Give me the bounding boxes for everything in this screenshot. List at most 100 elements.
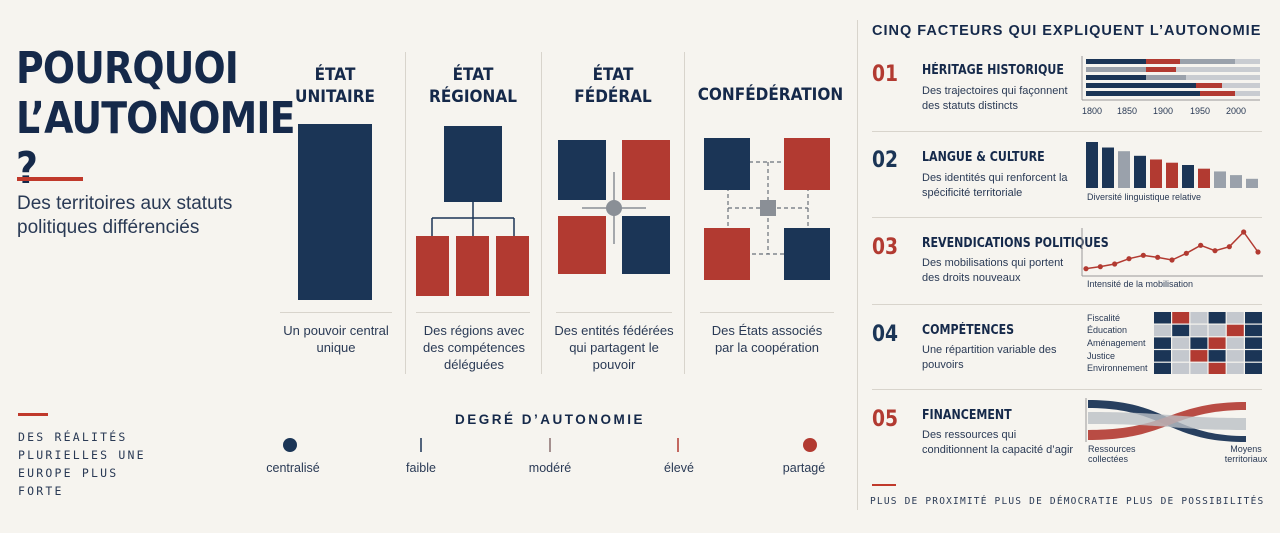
competence-cell [1190, 312, 1208, 324]
factor-desc-02: Des identités qui renforcent la spécific… [922, 172, 1068, 199]
competence-cell [1172, 337, 1190, 349]
competence-cell [1172, 350, 1190, 362]
competence-cell [1190, 337, 1208, 349]
degree-level-faible: faible [406, 461, 436, 475]
competence-row-label: Aménagement [1087, 338, 1146, 348]
degree-level-partage: partagé [782, 461, 826, 475]
factor-title-03: REVENDICATIONS POLITIQUES [922, 236, 1109, 251]
state-desc-unitary: Un pouvoir central unique [283, 323, 389, 355]
factor-desc-05: Des ressources qui conditionnent la capa… [922, 429, 1074, 456]
diversity-caption: Diversité linguistique relative [1087, 192, 1202, 202]
mobilisation-point [1126, 256, 1132, 262]
diversity-bar [1086, 142, 1098, 188]
factor-number-01: 01 [872, 62, 899, 87]
factor-number-03: 03 [872, 235, 899, 260]
diversity-bar [1118, 151, 1130, 188]
mobilisation-point [1097, 264, 1103, 270]
financing-flow-chart [1085, 398, 1246, 442]
timeline-tick: 1900 [1153, 106, 1174, 116]
competence-grid [1154, 312, 1262, 374]
factor-desc-04: Une répartition variable des pouvoirs [922, 344, 1057, 371]
desc-separator [416, 312, 530, 313]
degree-scale [283, 438, 817, 452]
factor-number-04: 04 [872, 322, 899, 347]
factor-separator [872, 304, 1262, 305]
degree-title: DEGRÉ D’AUTONOMIE [454, 412, 645, 427]
factor-title-04: COMPÉTENCES [922, 323, 1015, 338]
state-title-confederation: CONFÉDÉRATION [697, 85, 844, 105]
desc-separator [556, 312, 672, 313]
factor-desc-03: Des mobilisations qui portent des droits… [922, 257, 1064, 284]
column-separator [405, 52, 406, 374]
slogan: DES RÉALITÉS PLURIELLES UNE EUROPE PLUS … [18, 430, 146, 498]
bottom-accent-bar [872, 484, 896, 486]
diversity-bar [1198, 168, 1210, 188]
mobilisation-point [1183, 250, 1189, 256]
factors-title: CINQ FACTEURS QUI EXPLIQUENT L’AUTONOMIE [872, 23, 1262, 39]
competence-cell [1154, 337, 1171, 349]
federal-diagram [558, 140, 670, 274]
competence-cell [1154, 324, 1171, 337]
diversity-bar [1150, 159, 1162, 188]
factor-separator [872, 131, 1262, 132]
page-title: POURQUOI L’AUTONOMIE ? [16, 43, 295, 194]
degree-level-centralise: centralisé [266, 461, 320, 475]
mobilisation-point [1155, 254, 1161, 260]
competence-cell [1245, 312, 1262, 324]
history-timeline-chart [1081, 56, 1260, 101]
competence-cell [1245, 350, 1262, 362]
state-diagrams [298, 124, 830, 300]
factor-title-01: HÉRITAGE HISTORIQUE [922, 63, 1064, 78]
factor-number-02: 02 [872, 148, 899, 173]
factor-title-02: LANGUE & CULTURE [922, 150, 1045, 165]
desc-separator [280, 312, 392, 313]
mobilisation-point [1198, 242, 1204, 248]
competence-cell [1208, 337, 1226, 349]
state-desc-regional: Des régions avec des compétences délégué… [423, 323, 525, 372]
factor-separator [872, 389, 1262, 390]
mobilisation-point [1140, 252, 1146, 258]
timeline-tick: 1950 [1190, 106, 1211, 116]
slogan-accent-bar [18, 413, 48, 416]
mobilisation-point [1226, 244, 1232, 250]
competence-cell [1190, 362, 1208, 374]
mobilisation-point [1212, 248, 1218, 254]
competence-cell [1226, 350, 1244, 362]
competence-cell [1208, 324, 1226, 337]
mobilisation-point [1083, 266, 1089, 272]
competence-cell [1245, 362, 1262, 374]
competence-cell [1190, 324, 1208, 337]
competence-row-label: Fiscalité [1087, 313, 1121, 323]
diversity-bar [1230, 175, 1242, 188]
mobilisation-point [1241, 229, 1247, 235]
timeline-tick: 1800 [1082, 106, 1103, 116]
competence-cell [1208, 350, 1226, 362]
state-desc-confederation: Des États associés par la coopération [711, 323, 823, 355]
right-panel-separator [857, 20, 858, 510]
factor-desc-01: Des trajectoires qui façonnent des statu… [922, 85, 1068, 112]
flow-to-label: Moyens territoriaux [1224, 444, 1268, 464]
competence-cell [1154, 362, 1171, 374]
diversity-bar [1102, 147, 1114, 188]
mobilisation-point [1112, 261, 1118, 267]
competence-cell [1226, 312, 1244, 324]
competence-cell [1245, 337, 1262, 349]
page-subtitle: Des territoires aux statuts politiques d… [17, 193, 233, 238]
mobilisation-line [1085, 230, 1259, 270]
competence-cell [1172, 362, 1190, 374]
competence-cell [1226, 337, 1244, 349]
diversity-bar [1166, 162, 1178, 188]
desc-separator [700, 312, 834, 313]
degree-level-eleve: élevé [664, 461, 694, 475]
competence-cell [1226, 324, 1244, 337]
competence-cell [1172, 312, 1190, 324]
timeline-tick: 1850 [1117, 106, 1138, 116]
competence-cell [1154, 312, 1171, 324]
unitary-block [298, 124, 372, 300]
state-title-regional: ÉTAT RÉGIONAL [429, 65, 517, 107]
competence-cell [1208, 312, 1226, 324]
diversity-bar [1214, 171, 1226, 188]
mobilisation-point [1169, 257, 1175, 263]
diversity-bar [1134, 155, 1146, 188]
competence-cell [1190, 350, 1208, 362]
